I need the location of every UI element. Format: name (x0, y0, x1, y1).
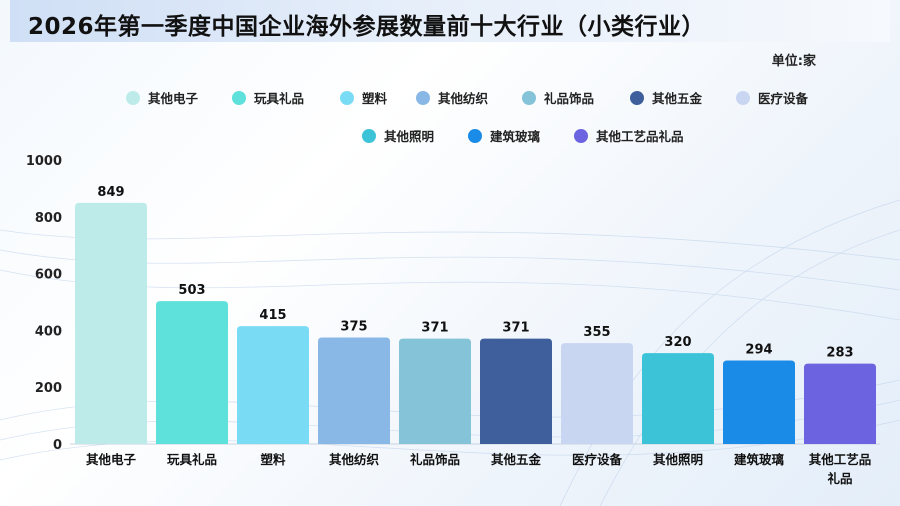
x-tick-label: 其他工艺品 (809, 452, 872, 467)
legend-label: 塑料 (362, 91, 388, 106)
x-tick-label: 其他纺织 (329, 452, 380, 467)
legend-swatch (362, 128, 376, 143)
bar-value-label: 849 (97, 185, 124, 200)
legend-item: 其他电子 (126, 88, 198, 107)
legend-label: 礼品饰品 (544, 91, 595, 106)
bar (318, 337, 390, 444)
legend-label: 建筑玻璃 (490, 129, 541, 144)
legend-label: 其他五金 (652, 91, 703, 106)
bar (237, 326, 309, 444)
legend-label: 其他电子 (148, 91, 199, 106)
bar (75, 202, 147, 444)
title-banner: 2026年第一季度中国企业海外参展数量前十大行业（小类行业） (10, 0, 890, 42)
bar-value-label: 355 (583, 325, 610, 340)
watermark: 大数跨境 (8, 482, 73, 500)
legend-swatch (630, 90, 644, 105)
bar-value-label: 320 (664, 335, 691, 350)
x-tick-label: 医疗设备 (572, 452, 623, 467)
bar (399, 338, 471, 444)
legend-item: 塑料 (340, 88, 387, 107)
x-tick-label: 玩具礼品 (167, 452, 217, 467)
legend-item: 其他纺织 (416, 88, 488, 107)
legend-label: 玩具礼品 (254, 91, 305, 106)
bar-value-label: 415 (259, 308, 286, 323)
x-tick-label: 塑料 (260, 452, 286, 467)
x-tick-label: 礼品 (827, 471, 852, 486)
legend-swatch (340, 90, 354, 105)
legend-item: 其他照明 (362, 126, 434, 145)
x-tick-label: 礼品饰品 (410, 452, 460, 467)
unit-label: 单位:家 (771, 54, 816, 69)
legend-item: 其他五金 (630, 88, 702, 107)
x-tick-label: 建筑玻璃 (734, 452, 785, 467)
legend-label: 其他纺织 (438, 91, 489, 106)
legend-label: 其他照明 (384, 129, 435, 144)
legend-swatch (416, 90, 430, 105)
y-tick-label: 800 (35, 211, 62, 226)
legend-swatch (468, 128, 482, 143)
bar-value-label: 371 (502, 321, 529, 336)
legend-swatch (574, 128, 588, 143)
bar-value-label: 371 (421, 321, 448, 336)
bar-value-label: 294 (745, 343, 772, 358)
bar (723, 360, 795, 444)
legend-item: 礼品饰品 (522, 88, 594, 107)
bar-value-label: 503 (178, 283, 205, 298)
chart-title: 2026年第一季度中国企业海外参展数量前十大行业（小类行业） (28, 14, 706, 40)
x-tick-label: 其他照明 (653, 452, 703, 467)
legend-swatch (126, 90, 140, 105)
legend-label: 医疗设备 (758, 91, 809, 106)
legend-item: 建筑玻璃 (468, 126, 540, 145)
legend-item: 医疗设备 (736, 88, 808, 107)
bar-value-label: 283 (826, 346, 853, 361)
y-tick-label: 400 (35, 324, 62, 339)
y-tick-label: 200 (35, 381, 62, 396)
y-tick-label: 0 (53, 438, 62, 453)
legend-item: 其他工艺品礼品 (574, 126, 684, 145)
legend-swatch (232, 90, 246, 105)
legend-swatch (736, 90, 750, 105)
legend-item: 玩具礼品 (232, 88, 304, 107)
bar (642, 353, 714, 444)
bar (156, 301, 228, 444)
bar (480, 338, 552, 444)
legend-label: 其他工艺品礼品 (596, 129, 684, 144)
y-tick-label: 1000 (26, 154, 62, 169)
legend-swatch (522, 90, 536, 105)
bar (804, 363, 876, 444)
x-tick-label: 其他电子 (86, 452, 137, 467)
bar (561, 343, 633, 444)
x-tick-label: 其他五金 (491, 452, 542, 467)
y-tick-label: 600 (35, 268, 62, 283)
bar-value-label: 375 (340, 320, 367, 335)
